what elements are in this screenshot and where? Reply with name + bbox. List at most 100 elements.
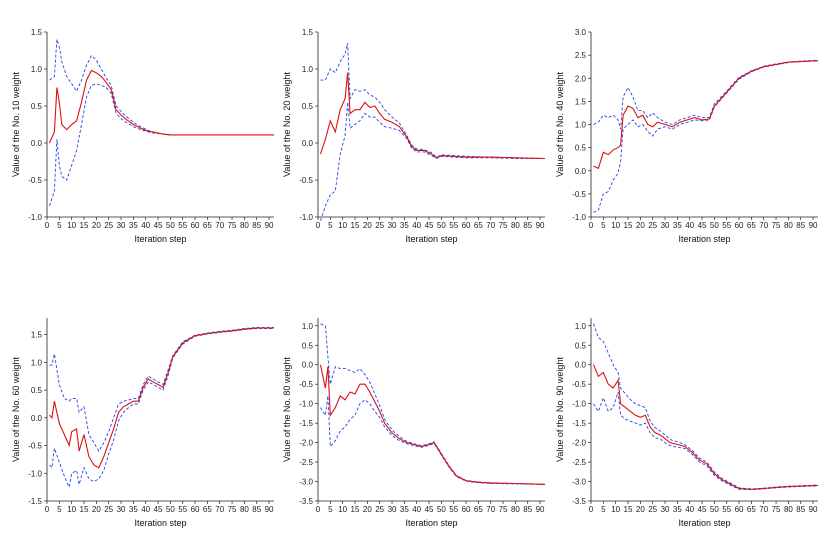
- x-tick-label: 70: [486, 505, 495, 514]
- x-tick-label: 65: [747, 505, 756, 514]
- x-tick-label: 85: [796, 505, 805, 514]
- x-tick-label: 90: [265, 505, 274, 514]
- y-tick-label: -2.5: [299, 458, 313, 467]
- x-tick-label: 10: [338, 221, 347, 230]
- y-tick-label: 0.0: [302, 361, 314, 370]
- chart-panel-3: 0 5 10 15 20 25 30 35 40 45 50 55 60 65 70 75 80 85 90 -1.0…: [555, 28, 818, 244]
- x-tick-label: 10: [611, 505, 620, 514]
- x-tick-label: 75: [499, 221, 508, 230]
- y-axis-title: Value of the No. 90 weight: [555, 357, 565, 462]
- x-tick-label: 40: [141, 221, 150, 230]
- x-tick-label: 5: [57, 505, 62, 514]
- series-line-mean: [319, 72, 546, 160]
- x-tick-label: 45: [698, 221, 707, 230]
- y-tick-label: -2.0: [572, 439, 586, 448]
- x-tick-label: 80: [784, 505, 793, 514]
- x-tick-label: 85: [523, 505, 532, 514]
- series-line-bound: [49, 83, 274, 207]
- x-tick-label: 0: [316, 505, 321, 514]
- x-tick-label: 10: [67, 505, 76, 514]
- series-line-mean: [49, 327, 274, 469]
- x-tick-label: 50: [710, 221, 719, 230]
- x-tick-label: 5: [57, 221, 62, 230]
- x-tick-label: 25: [375, 505, 384, 514]
- x-tick-label: 20: [636, 221, 645, 230]
- y-axis-title: Value of the No. 40 weight: [555, 72, 565, 177]
- x-tick-label: 0: [45, 221, 50, 230]
- x-tick-label: 30: [661, 505, 670, 514]
- x-tick-label: 50: [437, 221, 446, 230]
- x-tick-label: 35: [400, 505, 409, 514]
- chart-panel-5: 0 5 10 15 20 25 30 35 40 45 50 55 60 65 70 75 80 85 90 -3.5…: [282, 318, 545, 528]
- x-tick-label: 25: [648, 505, 657, 514]
- y-tick-label: -0.5: [572, 380, 586, 389]
- x-tick-label: 55: [722, 221, 731, 230]
- x-tick-label: 15: [624, 505, 633, 514]
- x-tick-label: 85: [252, 505, 261, 514]
- y-tick-label: 0.0: [575, 361, 587, 370]
- x-tick-label: 50: [166, 221, 175, 230]
- x-tick-label: 25: [104, 221, 113, 230]
- x-tick-label: 30: [117, 221, 126, 230]
- y-tick-label: 0.0: [31, 139, 43, 148]
- x-tick-label: 90: [809, 505, 818, 514]
- y-tick-label: -1.0: [572, 213, 586, 222]
- x-axis-title: Iteration step: [405, 518, 457, 528]
- y-tick-label: 1.5: [31, 28, 43, 37]
- x-tick-label: 40: [685, 505, 694, 514]
- y-tick-label: 2.5: [575, 51, 587, 60]
- x-tick-label: 10: [67, 221, 76, 230]
- x-tick-label: 60: [735, 505, 744, 514]
- y-tick-label: -0.5: [28, 176, 42, 185]
- x-tick-label: 70: [486, 221, 495, 230]
- x-tick-label: 55: [178, 221, 187, 230]
- x-tick-label: 90: [265, 221, 274, 230]
- y-tick-label: -0.5: [299, 176, 313, 185]
- x-tick-label: 20: [363, 221, 372, 230]
- x-tick-label: 0: [589, 221, 594, 230]
- x-tick-label: 45: [425, 221, 434, 230]
- y-tick-label: 1.5: [575, 97, 587, 106]
- x-tick-label: 80: [784, 221, 793, 230]
- x-tick-label: 90: [536, 221, 545, 230]
- x-tick-label: 70: [215, 221, 224, 230]
- y-tick-label: 0.5: [31, 102, 43, 111]
- series-line-bound: [593, 391, 819, 491]
- y-axis-title: Value of the No. 20 weight: [282, 72, 292, 177]
- x-tick-label: 10: [611, 221, 620, 230]
- x-tick-label: 0: [316, 221, 321, 230]
- x-tick-label: 20: [363, 505, 372, 514]
- x-tick-label: 60: [735, 221, 744, 230]
- y-tick-label: 0.5: [575, 144, 587, 153]
- y-tick-label: 0.0: [302, 139, 314, 148]
- x-tick-label: 40: [412, 221, 421, 230]
- x-tick-label: 55: [722, 505, 731, 514]
- x-tick-label: 15: [351, 505, 360, 514]
- x-tick-label: 60: [462, 505, 471, 514]
- x-tick-label: 75: [772, 505, 781, 514]
- y-tick-label: -3.5: [572, 497, 586, 506]
- x-tick-label: 65: [203, 221, 212, 230]
- y-tick-label: -1.0: [299, 400, 313, 409]
- x-tick-label: 5: [601, 505, 606, 514]
- y-tick-label: 3.0: [575, 28, 587, 37]
- y-axis-title: Value of the No. 10 weight: [11, 72, 21, 177]
- x-tick-label: 15: [80, 221, 89, 230]
- x-tick-label: 70: [215, 505, 224, 514]
- y-tick-label: 0.0: [31, 414, 43, 423]
- x-tick-label: 30: [117, 505, 126, 514]
- x-tick-label: 40: [412, 505, 421, 514]
- y-tick-label: 1.0: [575, 322, 587, 331]
- x-tick-label: 75: [772, 221, 781, 230]
- y-tick-label: -1.0: [572, 400, 586, 409]
- y-tick-label: -1.5: [572, 419, 586, 428]
- x-tick-label: 20: [92, 505, 101, 514]
- x-tick-label: 35: [673, 505, 682, 514]
- series-line-bound: [320, 395, 546, 486]
- series-line-bound: [320, 323, 546, 485]
- y-tick-label: 1.5: [302, 28, 314, 37]
- y-tick-label: -0.5: [572, 190, 586, 199]
- x-axis-title: Iteration step: [678, 234, 730, 244]
- y-tick-label: 0.0: [575, 167, 587, 176]
- x-tick-label: 90: [809, 221, 818, 230]
